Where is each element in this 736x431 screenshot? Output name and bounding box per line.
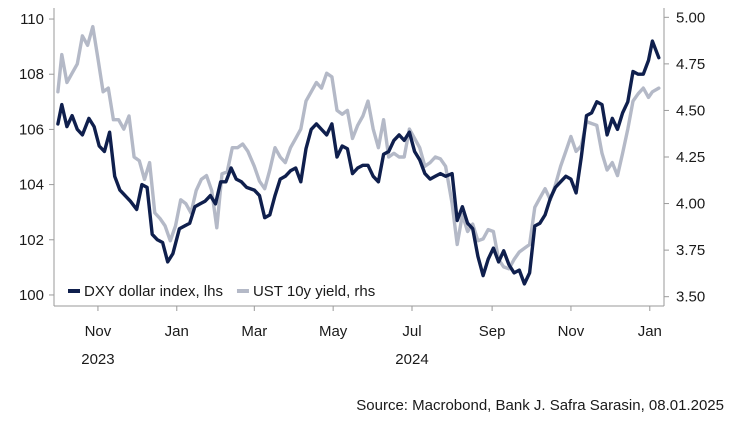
y-right-tick-label: 5.00 (676, 9, 705, 26)
series-layer (56, 24, 661, 286)
legend: DXY dollar index, lhs UST 10y yield, rhs (68, 283, 375, 300)
y-right-tick-label: 4.25 (676, 149, 705, 166)
x-month-label: Nov (85, 323, 112, 340)
y-left-tick-label: 106 (19, 121, 44, 138)
y-left-tick-label: 110 (20, 11, 44, 28)
y-left-tick-label: 104 (19, 177, 44, 194)
x-year-label: 2023 (81, 351, 114, 368)
legend-label-dxy: DXY dollar index, lhs (84, 283, 223, 300)
x-month-label: May (319, 323, 348, 340)
y-right-tick-label: 4.00 (676, 196, 705, 213)
plot-frame (53, 8, 665, 307)
y-axis-left: 100 102 104 106 108 110 (19, 11, 54, 304)
y-axis-right: 3.50 3.75 4.00 4.25 4.50 4.75 5.00 (664, 9, 705, 306)
dxy-series-line (56, 39, 661, 286)
y-left-tick-label: 108 (19, 66, 44, 83)
x-month-label: Jul (402, 323, 421, 340)
x-year-label: 2024 (395, 351, 428, 368)
x-month-label: Mar (241, 323, 267, 340)
x-month-label: Jan (638, 323, 662, 340)
ust10y-series-line (56, 24, 661, 271)
y-right-tick-label: 4.75 (676, 56, 705, 73)
x-month-label: Sep (479, 323, 506, 340)
y-right-tick-label: 3.75 (676, 242, 705, 259)
y-left-tick-label: 100 (19, 287, 44, 304)
chart-canvas: 100 102 104 106 108 110 3.50 3.75 4.00 4.25 4.50 4… (19, 8, 705, 368)
y-right-tick-label: 3.50 (676, 289, 705, 306)
x-axis: Nov Jan Mar May Jul Sep Nov Jan 2023 2024 (81, 306, 662, 368)
legend-label-ust10y: UST 10y yield, rhs (253, 283, 375, 300)
y-right-tick-label: 4.50 (676, 102, 705, 119)
y-left-tick-label: 102 (19, 232, 44, 249)
source-note: Source: Macrobond, Bank J. Safra Sarasin… (356, 397, 724, 414)
x-month-label: Jan (165, 323, 189, 340)
x-month-label: Nov (558, 323, 585, 340)
